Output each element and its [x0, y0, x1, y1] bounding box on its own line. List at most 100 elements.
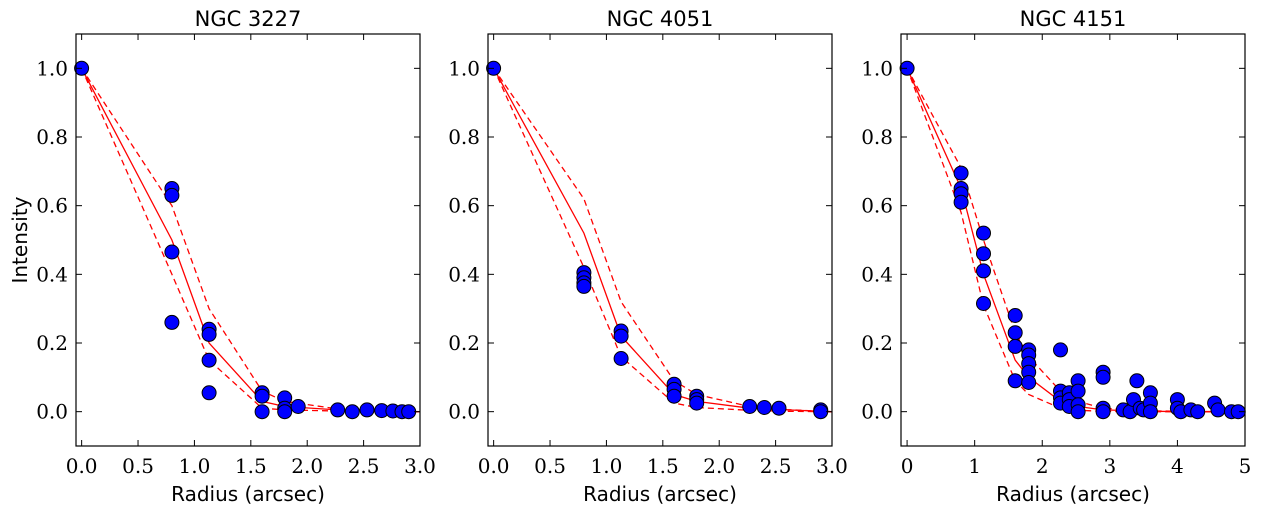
- y-tick-label: 1.0: [448, 56, 480, 80]
- x-tick-label: 5: [1239, 454, 1252, 478]
- y-tick-label: 0.4: [448, 262, 480, 286]
- y-tick-label: 0.0: [36, 400, 68, 424]
- x-tick-label: 1: [968, 454, 981, 478]
- data-point: [201, 352, 217, 368]
- plot-frame: [487, 33, 833, 447]
- data-point: [254, 388, 270, 404]
- x-tick-label: 2.0: [703, 454, 735, 478]
- y-tick-label: 1.0: [861, 56, 893, 80]
- data-point: [401, 404, 417, 420]
- y-tick-label: 1.0: [36, 56, 68, 80]
- data-point: [1190, 404, 1206, 420]
- data-point: [666, 388, 682, 404]
- data-point: [1070, 383, 1086, 399]
- x-axis-label: Radius (arcsec): [171, 482, 325, 506]
- data-point: [1095, 369, 1111, 385]
- data-point: [201, 326, 217, 342]
- data-point: [277, 404, 293, 420]
- y-tick-label: 0.2: [861, 331, 893, 355]
- data-point: [613, 328, 629, 344]
- data-point: [330, 402, 346, 418]
- data-point: [953, 165, 969, 181]
- x-tick-label: 0.5: [534, 454, 566, 478]
- data-point: [1053, 342, 1068, 358]
- y-tick-label: 0.2: [448, 331, 480, 355]
- x-tick-label: 1.0: [591, 454, 623, 478]
- data-point: [1142, 404, 1158, 420]
- data-point: [359, 402, 375, 418]
- plot-frame: [900, 33, 1246, 447]
- panel-title: NGC 3227: [195, 7, 302, 31]
- data-point: [201, 385, 217, 401]
- data-point: [1007, 308, 1023, 323]
- y-tick-label: 0.8: [448, 125, 480, 149]
- data-point: [976, 225, 991, 241]
- data-point: [976, 263, 991, 279]
- x-tick-label: 2.0: [291, 454, 323, 478]
- y-tick-label: 0.4: [36, 262, 68, 286]
- panel-ngc-4151: NGC 4151 Radius (arcsec) 0 1 2 3 4 5 0.0 0.2 0.4…: [861, 7, 1251, 506]
- data-point: [1007, 338, 1023, 354]
- x-tick-label: 3: [1103, 454, 1116, 478]
- x-tick-label: 2.5: [348, 454, 380, 478]
- data-point: [813, 404, 829, 420]
- y-tick-label: 0.8: [861, 125, 893, 149]
- panel-title: NGC 4151: [1020, 7, 1127, 31]
- x-tick-label: 1.5: [235, 454, 267, 478]
- y-tick-label: 0.0: [861, 400, 893, 424]
- x-tick-label: 2: [1036, 454, 1049, 478]
- data-point: [164, 314, 180, 330]
- data-point: [1210, 402, 1226, 418]
- fit-lower-bound-line: [906, 68, 1245, 413]
- y-tick-label: 0.4: [861, 262, 893, 286]
- data-point: [1007, 325, 1023, 341]
- x-tick-label: 2.5: [760, 454, 792, 478]
- panel-title: NGC 4051: [607, 7, 714, 31]
- fit-lower-bound-line: [81, 68, 420, 413]
- y-tick-label: 0.0: [448, 400, 480, 424]
- fit-upper-bound-line: [81, 67, 421, 413]
- data-point: [254, 404, 270, 420]
- data-point: [771, 400, 787, 416]
- x-tick-label: 0.0: [478, 454, 510, 478]
- data-point: [976, 296, 991, 311]
- data-point: [899, 60, 915, 76]
- data-point: [756, 400, 772, 415]
- x-tick-label: 1.0: [179, 454, 211, 478]
- data-point: [976, 246, 991, 262]
- fit-line: [906, 68, 1245, 413]
- y-tick-label: 0.6: [36, 194, 68, 218]
- panel-ngc-3227: NGC 3227 Radius (arcsec) Intensity 0.0 0.…: [8, 7, 436, 506]
- x-tick-label: 4: [1171, 454, 1184, 478]
- data-point: [344, 404, 360, 420]
- x-tick-label: 0: [901, 454, 914, 478]
- data-point: [164, 187, 180, 203]
- x-tick-label: 0.5: [122, 454, 154, 478]
- x-axis-label: Radius (arcsec): [583, 482, 737, 506]
- x-tick-label: 3.0: [816, 454, 848, 478]
- plot-frame: [75, 33, 421, 447]
- y-tick-label: 0.8: [36, 125, 68, 149]
- data-point: [742, 399, 758, 414]
- data-point: [1095, 404, 1111, 420]
- x-axis-label: Radius (arcsec): [996, 482, 1150, 506]
- data-point: [1070, 404, 1086, 420]
- fit-line: [493, 67, 833, 413]
- x-tick-label: 0.0: [66, 454, 98, 478]
- y-tick-label: 0.6: [448, 194, 480, 218]
- data-point: [290, 399, 306, 414]
- fit-lower-bound-line: [493, 68, 833, 413]
- panel-ngc-4051: NGC 4051 Radius (arcsec) 0.0 0.5 1.0 1.5 2.0…: [448, 7, 848, 506]
- y-tick-label: 0.6: [861, 194, 893, 218]
- x-tick-label: 3.0: [404, 454, 436, 478]
- y-tick-label: 0.2: [36, 331, 68, 355]
- x-tick-label: 1.5: [647, 454, 679, 478]
- fit-line: [81, 67, 421, 413]
- fit-upper-bound-line: [493, 67, 833, 413]
- data-point: [1021, 375, 1037, 390]
- data-point: [164, 244, 180, 260]
- data-point: [689, 395, 705, 411]
- data-point: [953, 194, 969, 210]
- fit-upper-bound-line: [906, 67, 1246, 413]
